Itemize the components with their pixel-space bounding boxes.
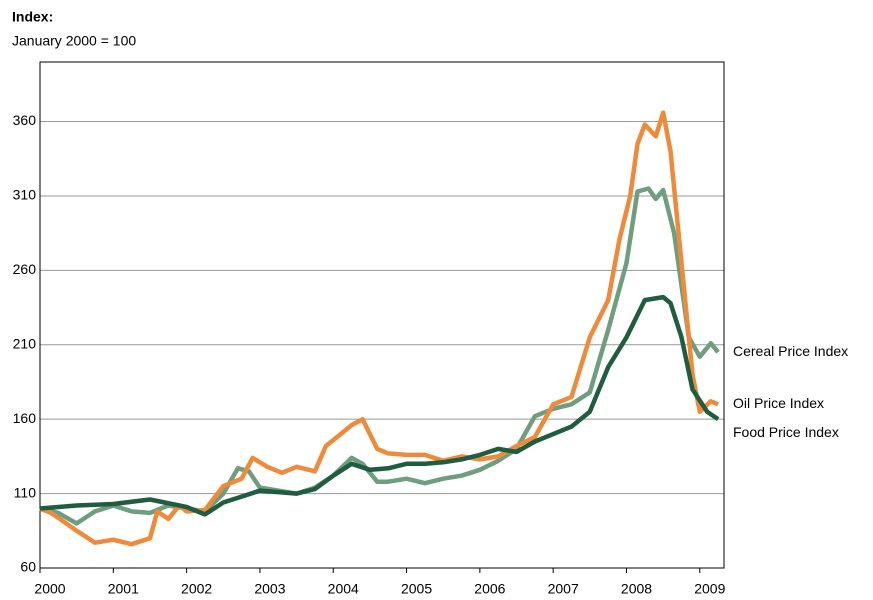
- chart-title: Index:: [12, 9, 53, 25]
- y-tick-label: 310: [13, 187, 37, 203]
- x-tick-label: 2003: [254, 581, 285, 597]
- line: [39, 294, 720, 517]
- line: [39, 110, 719, 547]
- x-tick-label: 2000: [34, 581, 65, 597]
- chart-subtitle: January 2000 = 100: [12, 33, 136, 49]
- y-tick-label: 160: [13, 410, 37, 426]
- x-tick-label: 2006: [474, 581, 505, 597]
- x-tick-label: 2004: [328, 581, 359, 597]
- plot-frame: [39, 61, 725, 569]
- y-tick-label: 360: [13, 112, 37, 128]
- x-tick-label: 2007: [548, 581, 579, 597]
- y-tick-label: 260: [13, 261, 37, 277]
- x-tick-label: 2005: [401, 581, 432, 597]
- x-tick-label: 2002: [181, 581, 212, 597]
- y-tick-label: 110: [14, 484, 37, 500]
- x-tick-label: 2001: [108, 581, 139, 597]
- x-tick-label: 2009: [694, 581, 725, 597]
- series-label: Oil Price Index: [733, 395, 824, 411]
- y-tick-label: 210: [13, 335, 37, 351]
- y-tick-label: 60: [20, 559, 36, 575]
- series-label: Food Price Index: [733, 424, 839, 440]
- series-label: Cereal Price Index: [733, 343, 848, 359]
- x-tick-label: 2008: [621, 581, 652, 597]
